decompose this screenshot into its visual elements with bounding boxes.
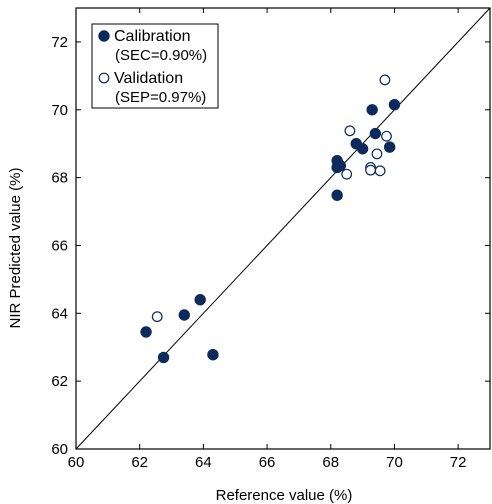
plot-frame	[75, 7, 491, 450]
calibration-point	[334, 160, 347, 172]
y-tick-label: 62	[51, 373, 68, 390]
calibration-point	[157, 351, 170, 364]
legend-series-name: Calibration	[114, 28, 190, 45]
validation-point	[371, 148, 383, 160]
validation-point	[379, 74, 391, 86]
plot-area	[75, 7, 491, 450]
x-tick-label: 60	[68, 454, 85, 471]
y-tick-label: 66	[51, 237, 68, 254]
calibration-point	[178, 309, 190, 321]
reference-line-layer	[75, 7, 491, 450]
y-tick-label: 68	[51, 170, 68, 187]
validation-point	[341, 168, 353, 180]
y-tick-label: 60	[51, 441, 68, 458]
y-tick-label: 70	[51, 102, 68, 119]
validation-point	[365, 164, 376, 176]
validation-point	[381, 130, 392, 142]
legend-series-note: (SEC=0.90%)	[115, 47, 207, 64]
x-tick-label: 70	[386, 454, 403, 471]
calibration-point	[388, 98, 401, 111]
calibration-point	[331, 189, 343, 201]
y-tick-label: 64	[51, 305, 68, 322]
calibration-point	[140, 326, 152, 338]
identity-line	[75, 7, 491, 450]
x-tick-label: 62	[131, 454, 148, 471]
legend: Calibration (SEC=0.90%) Validation (SEP=0.9…	[91, 23, 219, 109]
validation-point	[151, 311, 163, 323]
calibration-point	[194, 294, 206, 306]
calibration-point	[369, 127, 382, 140]
x-axis-label: Reference value (%)	[216, 487, 353, 504]
legend-marker-validation	[98, 72, 110, 84]
y-tick-label: 72	[51, 34, 68, 51]
validation-point	[344, 125, 356, 137]
legend-box	[91, 23, 219, 109]
x-tick-label: 68	[322, 454, 339, 471]
legend-series-name: Validation	[114, 70, 183, 87]
legend-series-note: (SEP=0.97%)	[115, 89, 206, 106]
x-tick-label: 66	[259, 454, 276, 471]
calibration-point	[383, 141, 396, 153]
tick-layer: 60 62 64 66 68 70 72 60 62 64 66 68 70 72	[51, 8, 490, 471]
legend-marker-calibration	[98, 30, 110, 42]
data-points-layer	[140, 74, 401, 364]
validation-point	[374, 165, 386, 177]
calibration-point	[207, 348, 219, 361]
calibration-point	[366, 104, 378, 116]
calibration-point	[356, 143, 369, 155]
x-tick-label: 64	[195, 454, 212, 471]
y-axis-label: NIR Predicted value (%)	[7, 168, 24, 329]
x-tick-label: 72	[450, 454, 467, 471]
